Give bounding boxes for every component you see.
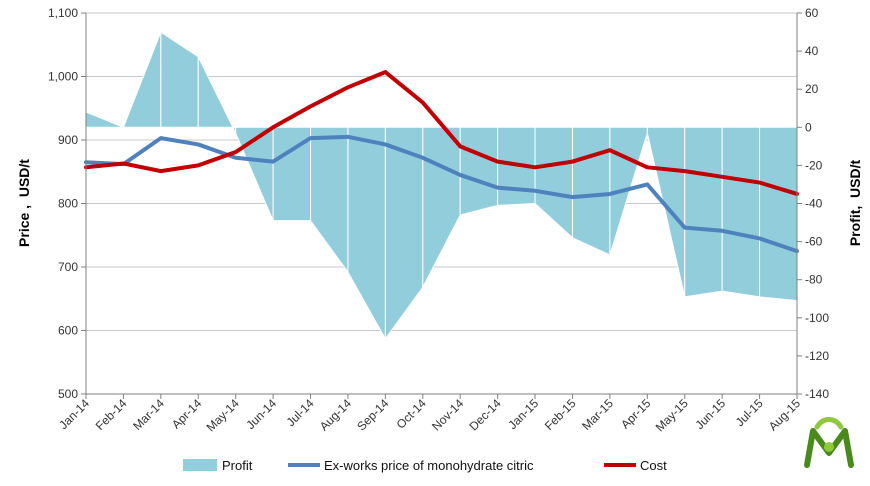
- x-tick-label: Feb-15: [542, 396, 579, 433]
- x-tick-label: Jan-15: [505, 396, 541, 432]
- profit-segment: [85, 111, 124, 128]
- x-tick-label: Aug-15: [766, 396, 803, 433]
- x-tick-label: Apr-15: [618, 396, 654, 432]
- x-tick-label: Jul-14: [284, 396, 317, 429]
- left-tick-label: 1,100: [48, 6, 78, 20]
- profit-segment: [384, 126, 424, 341]
- x-tick-label: Jan-14: [56, 396, 92, 432]
- right-tick-label: 60: [805, 6, 819, 20]
- x-tick-label: Oct-14: [394, 396, 430, 432]
- right-tick-label: -140: [805, 387, 829, 401]
- right-axis-ticks: -140 -120 -100 -80 -60 -40 -20 0 20 40 60: [797, 6, 829, 401]
- right-tick-label: 40: [805, 44, 819, 58]
- left-tick-label: 700: [58, 260, 78, 274]
- x-tick-label: Jun-15: [692, 396, 728, 432]
- profit-segment: [459, 126, 499, 216]
- right-tick-label: -80: [805, 273, 823, 287]
- x-tick-label: May-14: [204, 396, 242, 434]
- right-tick-label: 0: [805, 120, 812, 134]
- cost-line: [84, 70, 799, 196]
- series-lines-layer: [84, 70, 799, 254]
- profit-area-layer: [85, 31, 798, 341]
- profit-segment: [571, 126, 611, 256]
- right-tick-label: -60: [805, 235, 823, 249]
- profit-segment: [759, 126, 798, 302]
- right-tick-label: -100: [805, 311, 829, 325]
- left-tick-label: 1,000: [48, 70, 78, 84]
- left-axis-ticks: 500 600 700 800 900 1,000 1,100: [48, 6, 86, 401]
- legend: Profit Ex-works price of monohydrate cit…: [183, 458, 667, 473]
- legend-label-profit: Profit: [222, 458, 253, 473]
- x-axis-ticks: Jan-14 Feb-14 Mar-14 Apr-14 May-14 Jun-14 Jul-…: [56, 394, 803, 434]
- logo-icon: [804, 417, 854, 468]
- x-tick-label: Aug-14: [317, 396, 354, 433]
- profit-segment: [160, 31, 199, 128]
- profit-segment: [197, 56, 237, 134]
- x-tick-label: May-15: [653, 396, 691, 434]
- left-tick-label: 900: [58, 133, 78, 147]
- profit-segment: [721, 126, 761, 298]
- x-tick-label: Sep-14: [354, 396, 391, 433]
- x-tick-label: Mar-15: [579, 396, 616, 433]
- profit-segment: [310, 126, 349, 274]
- legend-label-price: Ex-works price of monohydrate citric: [324, 458, 534, 473]
- right-tick-label: -40: [805, 197, 823, 211]
- left-tick-label: 500: [58, 387, 78, 401]
- right-tick-label: -120: [805, 349, 829, 363]
- x-tick-label: Jul-15: [733, 396, 766, 429]
- profit-segment: [347, 126, 386, 341]
- profit-segment: [122, 31, 162, 128]
- right-axis-title: Profit, USD/t: [847, 160, 863, 247]
- profit-segment: [422, 126, 461, 288]
- profit-segment: [646, 126, 686, 297]
- x-tick-label: Nov-14: [429, 396, 466, 433]
- left-axis-title: Price , USD/t: [16, 159, 32, 247]
- legend-label-cost: Cost: [640, 458, 667, 473]
- x-tick-label: Jun-14: [243, 396, 279, 432]
- right-tick-label: 20: [805, 82, 819, 96]
- left-tick-label: 600: [58, 324, 78, 338]
- x-tick-label: Dec-14: [466, 396, 503, 433]
- x-tick-label: Mar-14: [130, 396, 167, 433]
- x-tick-label: Apr-14: [169, 396, 205, 432]
- left-tick-label: 800: [58, 197, 78, 211]
- price-line: [84, 134, 799, 254]
- profit-segment: [534, 126, 573, 239]
- right-tick-label: -20: [805, 158, 823, 172]
- profit-segment: [684, 126, 723, 298]
- legend-swatch-profit: [183, 459, 217, 471]
- x-tick-label: Feb-14: [93, 396, 130, 433]
